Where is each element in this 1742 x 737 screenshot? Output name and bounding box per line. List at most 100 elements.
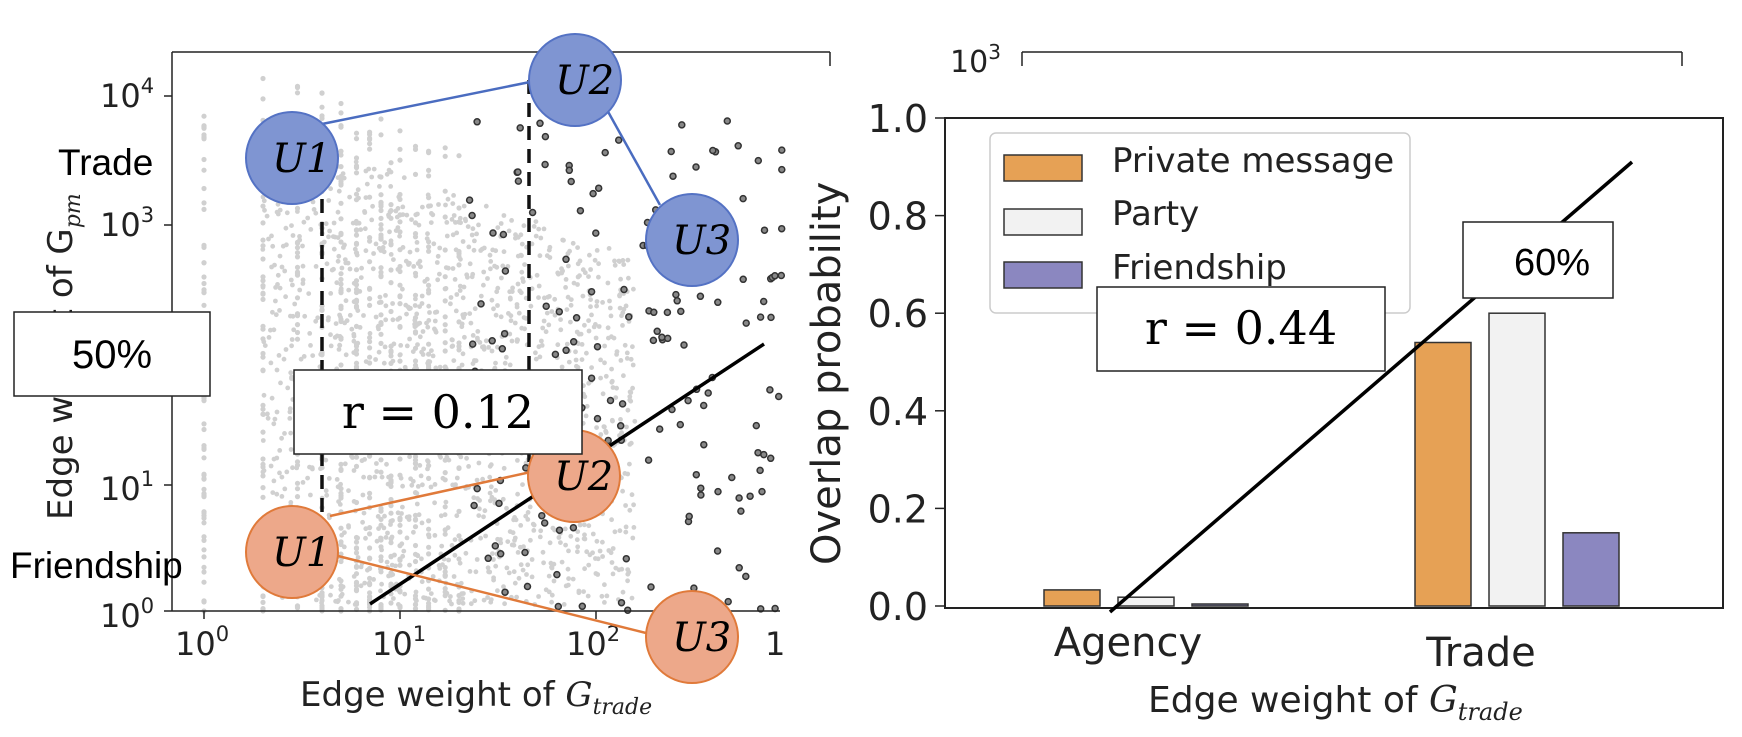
scatter-point <box>319 307 325 313</box>
scatter-point <box>622 342 628 348</box>
scatter-point <box>586 274 591 279</box>
svg-text:U3: U3 <box>672 615 731 661</box>
svg-text:60%: 60% <box>1514 242 1590 284</box>
scatter-point <box>555 342 561 348</box>
scatter-point <box>407 454 412 460</box>
scatter-point <box>649 336 658 345</box>
scatter-point <box>519 325 525 331</box>
scatter-point <box>427 359 433 365</box>
scatter-point <box>201 564 207 570</box>
scatter-point <box>363 168 369 174</box>
scatter-point <box>529 574 535 580</box>
scatter-point <box>618 417 623 422</box>
scatter-point <box>700 440 708 449</box>
scatter-point <box>602 424 607 430</box>
friendship-node-u1: U1 <box>245 505 339 599</box>
scatter-point <box>367 335 373 341</box>
scatter-point <box>367 545 373 551</box>
scatter-point <box>586 523 592 529</box>
scatter-point <box>610 385 616 390</box>
scatter-point <box>201 534 207 540</box>
scatter-point <box>201 167 207 173</box>
scatter-point <box>385 481 391 487</box>
scatter-point <box>290 313 296 319</box>
scatter-point <box>393 228 399 234</box>
scatter-point <box>450 201 456 207</box>
scatter-point <box>388 280 394 286</box>
scatter-point <box>456 262 462 268</box>
scatter-point <box>565 166 574 175</box>
scatter-point <box>426 290 432 296</box>
scatter-point <box>395 317 401 322</box>
scatter-point <box>735 564 743 572</box>
scatter-point <box>451 358 457 363</box>
scatter-point <box>430 353 436 359</box>
scatter-point <box>564 341 570 347</box>
scatter-point <box>631 286 636 292</box>
scatter-point <box>313 210 319 216</box>
scatter-point <box>367 590 373 596</box>
scatter-point <box>319 104 325 110</box>
scatter-point <box>623 303 629 309</box>
scatter-point <box>347 194 352 200</box>
scatter-point <box>582 394 588 400</box>
scatter-point <box>415 211 420 217</box>
scatter-point <box>436 202 441 207</box>
scatter-point <box>335 209 341 215</box>
scatter-point <box>390 301 395 306</box>
scatter-point <box>290 282 295 288</box>
scatter-point <box>509 218 514 223</box>
scatter-point <box>448 295 454 300</box>
scatter-point <box>378 605 384 612</box>
scatter-point <box>261 198 267 204</box>
scatter-point <box>266 335 272 340</box>
scatter-point <box>294 83 301 89</box>
scatter-point <box>329 267 335 273</box>
scatter-point <box>579 357 585 362</box>
scatter-point <box>454 230 460 236</box>
scatter-point <box>326 476 332 481</box>
scatter-point <box>498 540 504 546</box>
scatter-point <box>472 238 477 244</box>
scatter-point <box>520 482 525 487</box>
scatter-point <box>541 226 547 232</box>
scatter-point <box>618 276 623 282</box>
scatter-point <box>581 522 587 528</box>
scatter-point <box>342 461 348 467</box>
scatter-point <box>594 303 599 309</box>
scatter-point <box>426 534 432 540</box>
scatter-point <box>361 313 366 318</box>
scatter-point <box>618 358 624 363</box>
scatter-point <box>488 597 494 602</box>
scatter-point <box>346 523 351 528</box>
scatter-point <box>577 522 583 528</box>
scatter-point <box>507 362 513 368</box>
scatter-point <box>574 329 580 335</box>
scatter-point <box>442 572 448 579</box>
scatter-point <box>378 469 384 475</box>
scatter-point <box>294 90 301 96</box>
scatter-point <box>260 456 266 462</box>
scatter-point <box>428 203 433 209</box>
scatter-point <box>587 287 596 296</box>
scatter-point <box>388 496 394 503</box>
scatter-point <box>684 396 692 405</box>
scatter-point <box>543 329 549 335</box>
scatter-point <box>387 229 392 235</box>
scatter-point <box>338 152 344 158</box>
scatter-point <box>375 514 381 519</box>
scatter-point <box>408 476 413 482</box>
scatter-point <box>388 510 394 516</box>
scatter-point <box>412 358 419 364</box>
scatter-point <box>377 184 382 189</box>
scatter-point <box>260 274 266 280</box>
scatter-point <box>400 483 405 489</box>
scatter-point <box>752 421 761 430</box>
scatter-point <box>260 429 266 435</box>
scatter-point <box>460 600 466 606</box>
scatter-point <box>347 266 353 272</box>
scatter-point <box>714 298 722 307</box>
scatter-point <box>201 445 207 451</box>
scatter-point <box>378 222 384 228</box>
scatter-point <box>614 136 623 144</box>
